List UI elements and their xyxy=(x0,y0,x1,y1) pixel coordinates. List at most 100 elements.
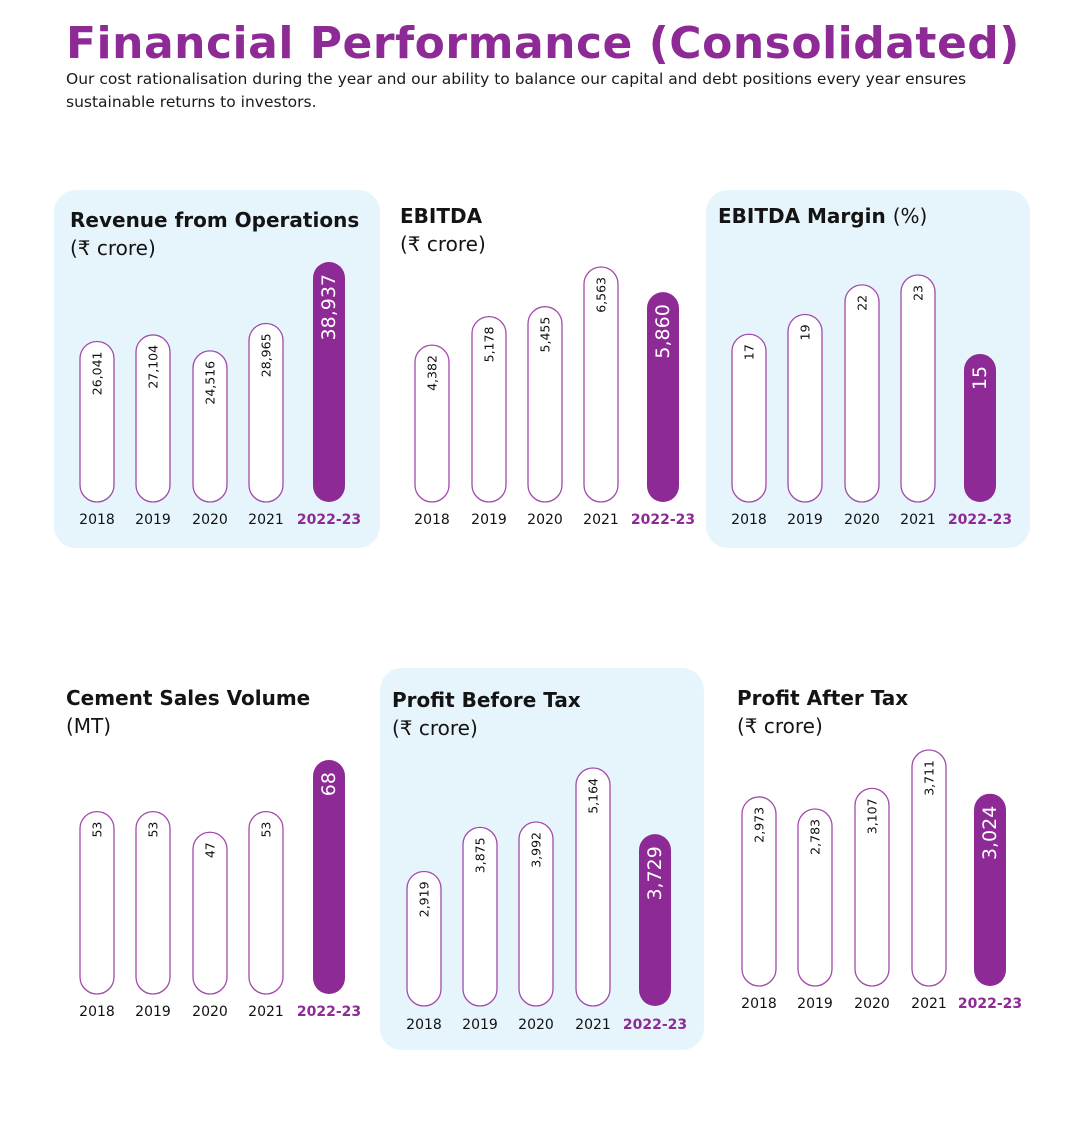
bar xyxy=(527,306,563,503)
value-label: 3,992 xyxy=(529,832,544,868)
bar xyxy=(135,334,171,503)
bar xyxy=(135,810,171,995)
value-label: 3,875 xyxy=(473,837,488,873)
value-label: 24,516 xyxy=(203,361,218,405)
chart-unit: (₹ crore) xyxy=(400,232,486,256)
value-label: 6,563 xyxy=(594,277,609,313)
bar-highlight xyxy=(974,793,1006,986)
category-label: 2021 xyxy=(583,512,619,528)
category-label: 2022-23 xyxy=(297,512,361,528)
category-label: 2022-23 xyxy=(623,1017,687,1033)
chart-0-bars: 26,041 2018 27,104 2019 24,516 2020 28,965 2021… xyxy=(79,262,361,528)
bar xyxy=(471,315,507,503)
category-label: 2021 xyxy=(248,512,284,528)
chart-5-bars: 2,973 2018 2,783 2019 3,107 2020 3,711 2021 3,02… xyxy=(741,749,1022,1012)
value-label: 3,107 xyxy=(865,798,880,834)
category-label: 2022-23 xyxy=(631,512,695,528)
value-label: 17 xyxy=(742,344,757,360)
category-label: 2019 xyxy=(797,996,833,1012)
value-label: 2,919 xyxy=(417,881,432,917)
value-label: 22 xyxy=(855,295,870,311)
value-label: 3,711 xyxy=(922,760,937,796)
value-label: 2,783 xyxy=(808,819,823,855)
bar xyxy=(79,340,115,503)
bar xyxy=(854,787,890,987)
category-label: 2018 xyxy=(414,512,450,528)
value-label: 4,382 xyxy=(425,355,440,391)
bar-highlight xyxy=(639,834,671,1006)
bar-highlight xyxy=(313,760,345,994)
bar-highlight xyxy=(964,353,996,502)
bar xyxy=(414,344,450,503)
category-label: 2018 xyxy=(406,1017,442,1033)
bar xyxy=(741,796,777,987)
value-label: 5,455 xyxy=(538,317,553,353)
bar xyxy=(575,767,611,1007)
category-label: 2022-23 xyxy=(958,996,1022,1012)
bar xyxy=(192,831,228,995)
chart-1-bars: 4,382 2018 5,178 2019 5,455 2020 6,563 2021 5,86… xyxy=(414,266,695,528)
category-label: 2020 xyxy=(854,996,890,1012)
category-label: 2019 xyxy=(471,512,507,528)
value-label: 5,164 xyxy=(586,778,601,814)
category-label: 2019 xyxy=(462,1017,498,1033)
value-label: 2,973 xyxy=(752,807,767,843)
bar xyxy=(911,749,947,987)
chart-title: Cement Sales Volume xyxy=(66,686,311,710)
cement-sales-panel: Cement Sales Volume (MT) xyxy=(54,670,380,1040)
bar xyxy=(731,333,767,503)
chart-unit: (₹ crore) xyxy=(70,236,156,260)
value-label: 53 xyxy=(259,822,274,838)
page-title: Financial Performance (Consolidated) xyxy=(66,18,1020,69)
chart-3-bars: 53 2018 53 2019 47 2020 53 2021 68 2022-23 xyxy=(79,760,361,1020)
value-label: 38,937 xyxy=(318,274,340,340)
chart-title: Profit After Tax xyxy=(737,686,909,710)
bar xyxy=(583,266,619,503)
category-label: 2020 xyxy=(527,512,563,528)
value-label: 3,024 xyxy=(979,806,1001,860)
chart-2-bars: 17 2018 19 2019 22 2020 23 2021 15 2022-23 xyxy=(731,274,1012,528)
bar xyxy=(797,808,833,987)
chart-title: Revenue from Operations xyxy=(70,208,360,232)
page-subtitle: Our cost rationalisation during the year… xyxy=(66,70,967,111)
bar-highlight xyxy=(313,262,345,502)
chart-unit: (₹ crore) xyxy=(737,714,823,738)
bar xyxy=(462,826,498,1007)
chart-title-text: EBITDA Margin xyxy=(718,204,886,228)
chart-4-bars: 2,919 2018 3,875 2019 3,992 2020 5,164 2021 3,72… xyxy=(406,767,687,1033)
value-label: 23 xyxy=(911,285,926,301)
value-label: 26,041 xyxy=(90,351,105,395)
bar xyxy=(518,821,554,1007)
value-label: 3,729 xyxy=(644,846,666,900)
chart-unit: (MT) xyxy=(66,714,112,738)
chart-title: EBITDA xyxy=(400,204,483,228)
chart-title: EBITDA Margin (%) xyxy=(718,204,927,228)
value-label: 47 xyxy=(203,842,218,858)
bar xyxy=(79,810,115,995)
bar-highlight xyxy=(647,292,679,502)
value-label: 15 xyxy=(969,366,991,390)
category-label: 2020 xyxy=(518,1017,554,1033)
chart-title: Profit Before Tax xyxy=(392,688,581,712)
category-label: 2021 xyxy=(900,512,936,528)
category-label: 2019 xyxy=(787,512,823,528)
bar xyxy=(900,274,936,503)
bar xyxy=(248,322,284,503)
bar xyxy=(192,350,228,503)
category-label: 2020 xyxy=(192,512,228,528)
category-label: 2018 xyxy=(79,1004,115,1020)
value-label: 5,860 xyxy=(652,304,674,358)
category-label: 2019 xyxy=(135,512,171,528)
category-label: 2022-23 xyxy=(948,512,1012,528)
category-label: 2019 xyxy=(135,1004,171,1020)
category-label: 2021 xyxy=(575,1017,611,1033)
chart-unit: (₹ crore) xyxy=(392,716,478,740)
value-label: 27,104 xyxy=(146,345,161,389)
category-label: 2021 xyxy=(248,1004,284,1020)
category-label: 2018 xyxy=(731,512,767,528)
value-label: 19 xyxy=(798,324,813,340)
value-label: 28,965 xyxy=(259,333,274,377)
bar xyxy=(406,870,442,1007)
ebitda-panel: EBITDA (₹ crore) xyxy=(388,190,700,548)
